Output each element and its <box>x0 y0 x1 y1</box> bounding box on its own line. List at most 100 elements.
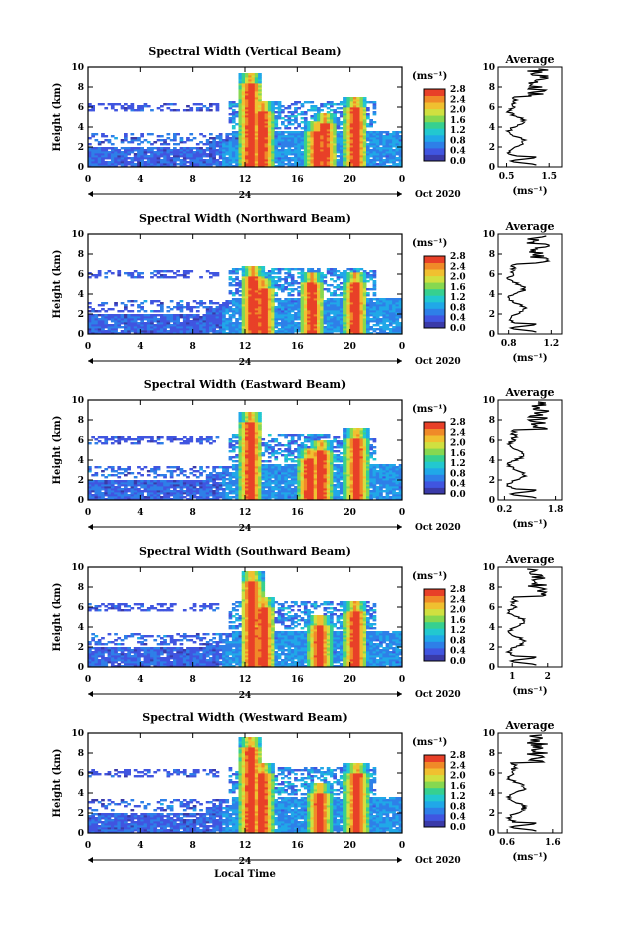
heatmap-cell <box>336 278 341 281</box>
heatmap-cell <box>150 159 154 162</box>
heatmap-cell <box>94 133 99 136</box>
heatmap-cell <box>124 165 128 168</box>
heatmap-cell <box>300 157 305 160</box>
heatmap-cell <box>359 276 364 279</box>
heatmap-cell <box>120 147 125 150</box>
heatmap-cell <box>245 75 249 78</box>
heatmap-cell <box>264 109 269 112</box>
heatmap-cell <box>310 332 315 335</box>
heatmap-cell <box>300 278 305 281</box>
heatmap-cell <box>310 302 315 305</box>
heatmap-cell <box>274 153 279 156</box>
heatmap-cell <box>169 149 174 152</box>
heatmap-cell <box>375 318 380 321</box>
heatmap-cell <box>264 278 269 281</box>
heatmap-cell <box>388 159 393 162</box>
heatmap-cell <box>326 288 331 291</box>
heatmap-cell <box>290 330 295 333</box>
heatmap-cell <box>238 87 243 90</box>
heatmap-cell <box>231 466 236 469</box>
heatmap-cell <box>313 308 318 311</box>
heatmap-cell <box>303 292 308 295</box>
heatmap-cell <box>267 151 272 154</box>
heatmap-cell <box>290 318 295 321</box>
heatmap-cell <box>333 324 337 327</box>
heatmap-cell <box>133 476 138 479</box>
heatmap-cell <box>277 115 282 118</box>
heatmap-cell <box>160 151 164 154</box>
heatmap-cell <box>264 151 269 154</box>
heatmap-cell <box>339 322 344 325</box>
heatmap-cell <box>392 157 396 160</box>
heatmap-cell <box>297 101 301 104</box>
heatmap-cell <box>261 129 266 132</box>
heatmap-cell <box>248 304 252 307</box>
heatmap-cell <box>156 324 161 327</box>
heatmap-cell <box>235 159 239 162</box>
heatmap-cell <box>137 498 141 501</box>
heatmap-cell <box>238 302 243 305</box>
heatmap-cell <box>258 147 262 150</box>
heatmap-cell <box>320 131 324 134</box>
heatmap-cell <box>317 127 321 130</box>
heatmap-cell <box>339 326 344 329</box>
heatmap-cell <box>366 306 370 309</box>
heatmap-cell <box>91 320 95 323</box>
heatmap-cell <box>317 131 321 134</box>
heatmap-cell <box>382 324 387 327</box>
heatmap-cell <box>313 306 318 309</box>
heatmap-cell <box>274 149 279 152</box>
heatmap-cell <box>245 318 249 321</box>
heatmap-cell <box>300 131 305 134</box>
heatmap-cell <box>330 320 334 323</box>
heatmap-cell <box>258 137 262 140</box>
heatmap-cell <box>290 288 295 291</box>
heatmap-cell <box>248 286 252 289</box>
heatmap-cell <box>241 161 246 164</box>
heatmap-cell <box>323 316 328 319</box>
heatmap-cell <box>264 272 269 275</box>
heatmap-cell <box>245 127 249 130</box>
heatmap-cell <box>225 143 230 146</box>
heatmap-cell <box>300 268 305 271</box>
heatmap-cell <box>218 488 223 491</box>
heatmap-cell <box>356 163 360 166</box>
heatmap-cell <box>267 332 272 335</box>
heatmap-cell <box>339 294 344 297</box>
heatmap-cell <box>359 163 364 166</box>
heatmap-cell <box>91 490 95 493</box>
heatmap-cell <box>352 332 357 335</box>
heatmap-cell <box>241 119 246 122</box>
heatmap-cell <box>127 320 131 323</box>
heatmap-cell <box>366 318 370 321</box>
heatmap-cell <box>359 127 364 130</box>
heatmap-cell <box>173 318 177 321</box>
heatmap-cell <box>382 304 387 307</box>
heatmap-cell <box>91 105 95 108</box>
heatmap-cell <box>153 490 158 493</box>
heatmap-cell <box>231 131 236 134</box>
heatmap-cell <box>362 101 367 104</box>
heatmap-cell <box>277 165 282 168</box>
heatmap-cell <box>372 294 377 297</box>
heatmap-cell <box>195 151 200 154</box>
heatmap-cell <box>356 149 360 152</box>
heatmap-cell <box>336 133 341 136</box>
heatmap-cell <box>323 318 328 321</box>
heatmap-cell <box>215 143 220 146</box>
heatmap-cell <box>317 298 321 301</box>
heatmap-cell <box>317 165 321 168</box>
heatmap-cell <box>160 161 164 164</box>
heatmap-cell <box>156 438 161 441</box>
heatmap-cell <box>114 147 118 150</box>
heatmap-cell <box>281 161 285 164</box>
heatmap-cell <box>333 302 337 305</box>
heatmap-cell <box>248 332 252 335</box>
y-tick-label: 0 <box>78 163 84 173</box>
heatmap-cell <box>274 276 279 279</box>
heatmap-cell <box>359 147 364 150</box>
heatmap-cell <box>251 306 256 309</box>
heatmap-cell <box>398 139 403 142</box>
heatmap-cell <box>127 494 131 497</box>
heatmap-cell <box>137 276 141 279</box>
